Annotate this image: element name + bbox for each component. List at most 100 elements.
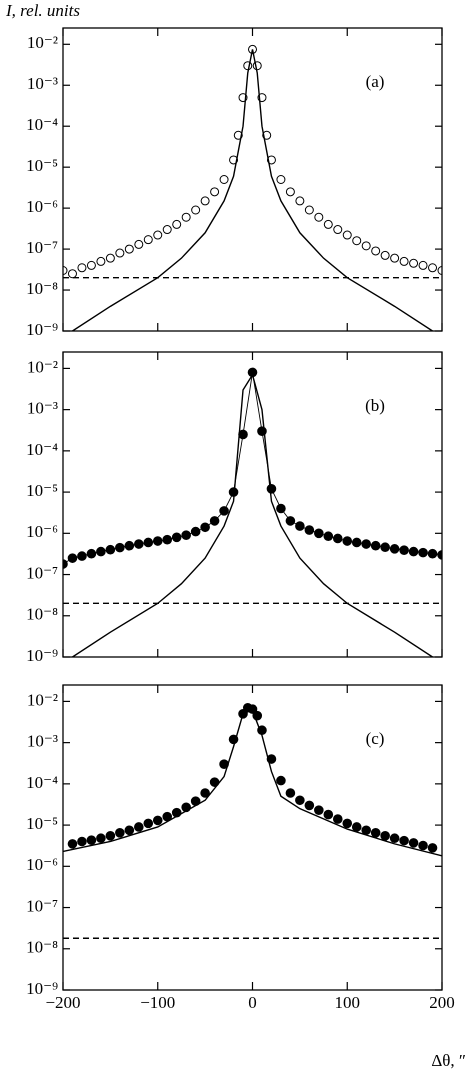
data-point bbox=[408, 546, 419, 557]
data-point bbox=[105, 253, 115, 263]
data-point bbox=[181, 530, 191, 541]
data-point bbox=[229, 155, 239, 165]
data-point bbox=[262, 130, 272, 140]
data-point bbox=[266, 484, 277, 494]
data-point bbox=[105, 830, 116, 841]
data-point bbox=[171, 532, 182, 543]
data-point bbox=[86, 548, 97, 559]
data-point bbox=[124, 540, 135, 551]
y-tick-label: 10⁻³ bbox=[27, 399, 58, 418]
y-tick-label: 10⁻⁹ bbox=[26, 646, 58, 665]
data-point bbox=[351, 822, 362, 832]
plot-area bbox=[63, 44, 442, 331]
data-point bbox=[323, 809, 334, 820]
data-point bbox=[134, 822, 144, 832]
data-point bbox=[200, 788, 210, 798]
y-tick-label: 10⁻³ bbox=[27, 74, 58, 93]
data-point bbox=[247, 704, 258, 714]
data-point bbox=[191, 205, 201, 215]
x-axis-title: Δθ, ″ bbox=[431, 1051, 466, 1070]
x-tick-label: 0 bbox=[248, 993, 257, 1012]
panel-label: (b) bbox=[365, 396, 385, 415]
data-point bbox=[209, 516, 220, 526]
data-point bbox=[371, 246, 381, 256]
curve bbox=[63, 706, 442, 857]
data-point bbox=[67, 553, 78, 563]
x-tick-label: 200 bbox=[429, 993, 455, 1012]
data-point bbox=[351, 537, 362, 548]
y-tick-label: 10⁻⁶ bbox=[26, 197, 58, 216]
data-point bbox=[314, 212, 324, 222]
data-point bbox=[276, 175, 286, 184]
panel-label: (c) bbox=[366, 729, 385, 748]
curve bbox=[72, 373, 433, 657]
data-point bbox=[380, 542, 390, 553]
data-point bbox=[77, 263, 87, 273]
data-point bbox=[285, 187, 295, 197]
data-point bbox=[370, 540, 381, 551]
data-point bbox=[162, 225, 172, 235]
data-point bbox=[257, 93, 267, 103]
data-point bbox=[115, 828, 125, 838]
data-point bbox=[304, 205, 314, 215]
data-point bbox=[295, 795, 305, 806]
plot-frame bbox=[62, 27, 443, 332]
data-point bbox=[304, 800, 315, 811]
data-point bbox=[428, 263, 438, 273]
data-point bbox=[233, 130, 243, 140]
data-point bbox=[342, 230, 352, 240]
data-point bbox=[409, 258, 419, 268]
data-point bbox=[67, 269, 77, 279]
y-tick-label: 10⁻² bbox=[27, 690, 58, 709]
data-point bbox=[143, 235, 153, 245]
data-point bbox=[399, 256, 409, 266]
data-point bbox=[238, 93, 248, 103]
data-point bbox=[389, 544, 400, 554]
data-point bbox=[427, 548, 438, 559]
data-point bbox=[342, 536, 353, 546]
data-point bbox=[418, 840, 428, 851]
data-point bbox=[96, 833, 106, 844]
data-point bbox=[67, 839, 78, 849]
data-point bbox=[105, 544, 116, 555]
data-point bbox=[86, 835, 97, 846]
data-point bbox=[390, 253, 400, 263]
y-tick-label: 10⁻⁴ bbox=[26, 115, 58, 134]
data-point bbox=[380, 830, 390, 841]
y-tick-label: 10⁻⁷ bbox=[26, 563, 58, 582]
data-point bbox=[143, 818, 154, 829]
data-point bbox=[361, 825, 372, 836]
data-point bbox=[152, 536, 163, 546]
data-point bbox=[285, 788, 296, 798]
y-tick-label: 10⁻⁸ bbox=[26, 279, 58, 298]
data-point bbox=[380, 250, 390, 260]
data-point bbox=[437, 550, 442, 560]
data-point bbox=[323, 219, 333, 229]
data-point bbox=[162, 534, 173, 545]
x-tick-label: −100 bbox=[140, 993, 175, 1012]
data-point bbox=[314, 528, 324, 539]
data-point bbox=[115, 248, 125, 258]
plot-area bbox=[63, 702, 442, 939]
data-point bbox=[153, 230, 163, 240]
y-tick-label: 10⁻⁶ bbox=[26, 855, 58, 874]
data-point bbox=[342, 818, 353, 829]
data-point bbox=[200, 522, 210, 533]
data-point bbox=[418, 260, 428, 270]
y-tick-label: 10⁻⁵ bbox=[26, 481, 58, 500]
data-point bbox=[172, 219, 182, 229]
data-point bbox=[115, 542, 125, 553]
x-tick-label: −200 bbox=[45, 993, 80, 1012]
data-point bbox=[399, 835, 409, 846]
data-point bbox=[266, 155, 276, 165]
data-point bbox=[190, 526, 201, 537]
x-tick-label: 100 bbox=[335, 993, 361, 1012]
data-point bbox=[124, 825, 135, 836]
data-point bbox=[63, 559, 68, 569]
data-point bbox=[276, 775, 286, 786]
data-point bbox=[181, 212, 191, 222]
data-point bbox=[332, 814, 343, 824]
data-point bbox=[295, 521, 305, 531]
data-point bbox=[408, 838, 419, 848]
data-point bbox=[152, 815, 163, 826]
